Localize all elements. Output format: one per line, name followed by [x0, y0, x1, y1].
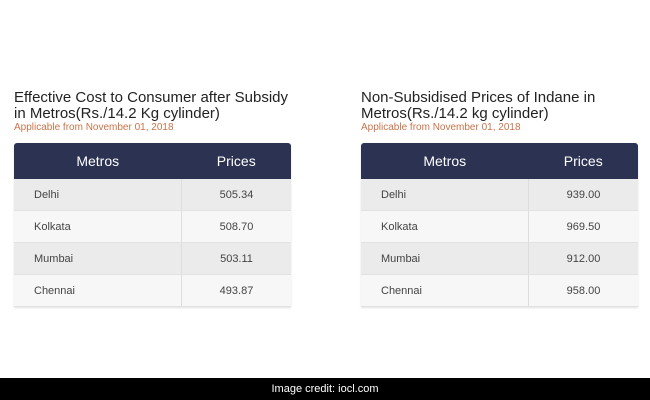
- column-header-prices: Prices: [563, 153, 603, 169]
- city-cell: Delhi: [361, 179, 529, 211]
- image-credit-text: Image credit: iocl.com: [271, 383, 379, 395]
- city-cell: Chennai: [14, 274, 182, 307]
- price-cell: 503.11: [181, 242, 291, 275]
- column-header-prices: Prices: [216, 153, 256, 169]
- table-row: Delhi 939.00: [361, 179, 638, 211]
- image-credit-bar: Image credit: iocl.com: [0, 378, 650, 400]
- price-cell: 939.00: [528, 179, 638, 211]
- price-cell: 958.00: [528, 274, 638, 307]
- table-row: Chennai 958.00: [361, 274, 638, 307]
- city-cell: Kolkata: [14, 210, 182, 243]
- table-row: Mumbai 912.00: [361, 242, 638, 275]
- price-cell: 493.87: [181, 274, 291, 307]
- price-cell: 969.50: [528, 210, 638, 243]
- non-subsidised-panel-title: Non-Subsidised Prices of Indane in Metro…: [361, 89, 596, 122]
- city-cell: Chennai: [361, 274, 529, 307]
- price-cell: 505.34: [181, 179, 291, 211]
- subsidised-panel-subtitle: Applicable from November 01, 2018: [14, 122, 174, 133]
- price-cell: 508.70: [181, 210, 291, 243]
- table-row: Delhi 505.34: [14, 179, 291, 211]
- subsidised-price-panel: Effective Cost to Consumer after Subsidy…: [14, 90, 291, 307]
- non-subsidised-price-panel: Non-Subsidised Prices of Indane in Metro…: [361, 90, 638, 307]
- table-row: Chennai 493.87: [14, 274, 291, 307]
- subsidised-panel-title: Effective Cost to Consumer after Subsidy…: [14, 89, 289, 122]
- table-header-row: Metros Prices: [14, 143, 291, 179]
- table-row: Mumbai 503.11: [14, 242, 291, 275]
- city-cell: Kolkata: [361, 210, 529, 243]
- table-row: Kolkata 969.50: [361, 210, 638, 243]
- city-cell: Mumbai: [361, 242, 529, 275]
- city-cell: Mumbai: [14, 242, 182, 275]
- subsidised-price-table: Metros Prices Delhi 505.34 Kolkata 508.7…: [14, 143, 291, 307]
- non-subsidised-price-table: Metros Prices Delhi 939.00 Kolkata 969.5…: [361, 143, 638, 307]
- price-cell: 912.00: [528, 242, 638, 275]
- table-header-row: Metros Prices: [361, 143, 638, 179]
- city-cell: Delhi: [14, 179, 182, 211]
- column-header-metros: Metros: [423, 153, 467, 169]
- column-header-metros: Metros: [76, 153, 120, 169]
- non-subsidised-panel-subtitle: Applicable from November 01, 2018: [361, 122, 521, 133]
- table-row: Kolkata 508.70: [14, 210, 291, 243]
